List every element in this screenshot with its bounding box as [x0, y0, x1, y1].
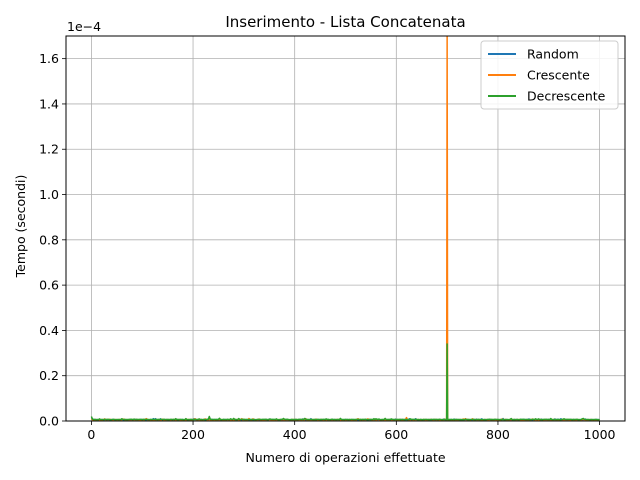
- x-tick-label: 200: [181, 427, 205, 442]
- axes-frame: [65, 35, 626, 422]
- y-axis-ticks: 0.0 0.2 0.4 0.6 0.8 1.0 1.2 1.4 1.6: [39, 51, 66, 429]
- y-tick-label: 0.6: [39, 278, 59, 293]
- legend-label: Random: [527, 47, 579, 62]
- grid-lines: [66, 36, 625, 422]
- series-line-decrescente: [90, 343, 600, 421]
- y-tick-label: 0.0: [39, 414, 59, 429]
- legend: Random Crescente Decrescente: [480, 40, 619, 110]
- x-tick-label: 1000: [584, 427, 616, 442]
- y-tick-label: 1.0: [39, 187, 59, 202]
- y-tick-label: 0.4: [39, 323, 59, 338]
- series-lines: [90, 36, 600, 421]
- x-axis-ticks: 0 200 400 600 800 1000: [87, 421, 616, 442]
- x-tick-label: 600: [384, 427, 408, 442]
- legend-box: [480, 40, 619, 110]
- y-tick-label: 0.8: [39, 232, 59, 247]
- legend-label: Crescente: [527, 68, 590, 83]
- chart-title: Inserimento - Lista Concatenata: [225, 13, 465, 31]
- legend-label: Decrescente: [527, 89, 606, 104]
- y-axis-label: Tempo (secondi): [13, 175, 28, 279]
- y-tick-label: 1.4: [39, 96, 59, 111]
- y-tick-label: 1.6: [39, 51, 59, 66]
- x-tick-label: 800: [486, 427, 510, 442]
- y-tick-label: 1.2: [39, 142, 59, 157]
- x-tick-label: 400: [283, 427, 307, 442]
- y-offset-label: 1e−4: [67, 19, 101, 34]
- x-axis-label: Numero di operazioni effettuate: [245, 450, 445, 465]
- y-tick-label: 0.2: [39, 368, 59, 383]
- x-tick-label: 0: [87, 427, 95, 442]
